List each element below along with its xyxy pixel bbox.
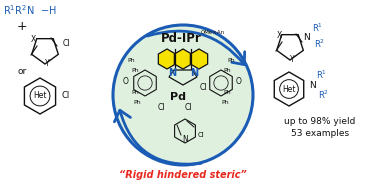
Polygon shape (158, 49, 176, 69)
Text: Cl: Cl (184, 102, 192, 112)
Circle shape (113, 25, 253, 165)
Text: Y: Y (290, 54, 294, 64)
Text: Het: Het (282, 84, 296, 94)
Text: Cl: Cl (63, 40, 71, 49)
FancyArrowPatch shape (147, 31, 244, 65)
Text: Ph: Ph (127, 59, 135, 64)
Text: Ph: Ph (223, 91, 231, 95)
Text: $\mathsf{R^2}$: $\mathsf{R^2}$ (314, 38, 325, 50)
Text: Het: Het (33, 91, 47, 101)
Text: $\mathsf{R^1}$: $\mathsf{R^1}$ (312, 22, 323, 34)
Text: Cl: Cl (157, 102, 165, 112)
Text: N: N (304, 33, 310, 43)
Text: Ph: Ph (227, 59, 235, 64)
Text: Pd-IPr: Pd-IPr (161, 32, 201, 44)
Text: N: N (182, 136, 188, 145)
Text: N: N (168, 68, 176, 78)
Text: N: N (190, 68, 198, 78)
Text: $\mathsf{R^1}$: $\mathsf{R^1}$ (316, 69, 327, 81)
Text: O: O (236, 77, 242, 85)
Text: Ph: Ph (223, 68, 231, 74)
Text: Y: Y (45, 59, 49, 67)
Text: Cl: Cl (198, 132, 204, 138)
Text: OMe×An: OMe×An (201, 30, 225, 36)
Text: O: O (123, 77, 129, 85)
Polygon shape (190, 49, 208, 69)
Text: Ph: Ph (131, 91, 139, 95)
Text: X: X (276, 30, 281, 40)
FancyArrowPatch shape (115, 110, 201, 164)
Text: or: or (17, 67, 27, 75)
Text: $\mathsf{R^2}$: $\mathsf{R^2}$ (318, 89, 329, 101)
Text: Cl: Cl (61, 91, 69, 101)
Text: Cl: Cl (199, 83, 207, 91)
Text: X: X (30, 35, 36, 43)
Text: $\mathsf{-H}$: $\mathsf{-H}$ (40, 4, 56, 16)
Text: $\mathsf{R^1R^2N}$: $\mathsf{R^1R^2N}$ (3, 3, 34, 17)
Text: Pd: Pd (170, 92, 186, 102)
Text: Ph: Ph (221, 101, 229, 105)
Text: Ph: Ph (133, 101, 141, 105)
Text: “Rigid hindered steric”: “Rigid hindered steric” (119, 170, 247, 180)
Text: +: + (17, 19, 27, 33)
Text: Ph: Ph (131, 68, 139, 74)
Text: N: N (309, 81, 316, 90)
Polygon shape (174, 49, 192, 69)
Text: up to 98% yield: up to 98% yield (284, 118, 356, 126)
Text: 53 examples: 53 examples (291, 129, 349, 139)
